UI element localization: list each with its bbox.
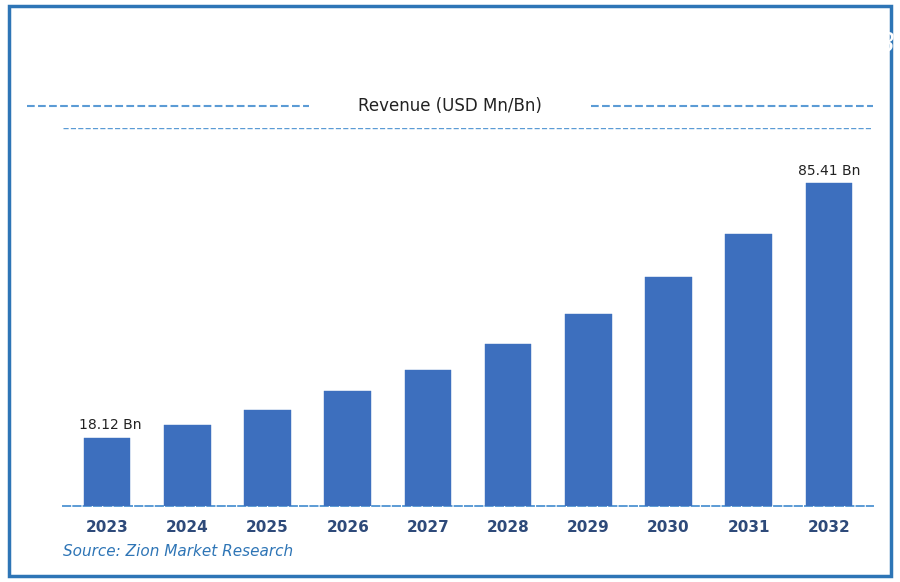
Bar [84, 438, 130, 506]
Text: Global IoT Middleware Market,: Global IoT Middleware Market, [207, 31, 711, 59]
Bar [244, 410, 291, 506]
Bar [324, 392, 371, 506]
Bar [565, 314, 612, 506]
Bar [806, 183, 852, 506]
Bar [645, 277, 692, 506]
Text: CAGR : 18.80%: CAGR : 18.80% [104, 241, 256, 259]
Text: 18.12 Bn: 18.12 Bn [79, 418, 141, 432]
Bar [405, 370, 451, 506]
Bar [485, 344, 531, 506]
Text: 2024-2032 (USD Billion): 2024-2032 (USD Billion) [643, 32, 900, 58]
Text: Source: Zion Market Research: Source: Zion Market Research [63, 544, 293, 559]
Text: 85.41 Bn: 85.41 Bn [797, 164, 860, 178]
Bar [725, 234, 772, 506]
Text: Revenue (USD Mn/Bn): Revenue (USD Mn/Bn) [358, 97, 542, 115]
Bar [164, 425, 211, 506]
